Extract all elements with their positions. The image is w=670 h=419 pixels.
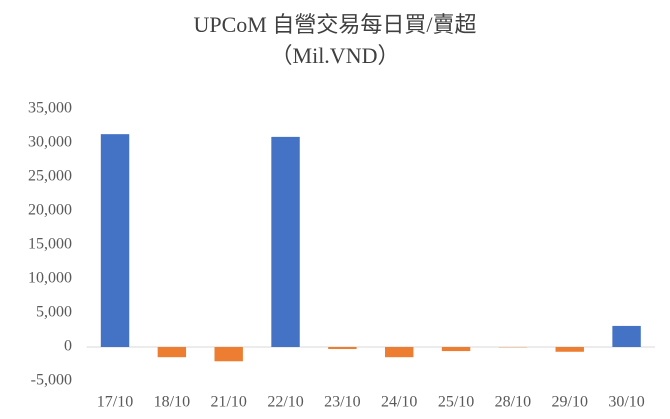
bar (158, 347, 186, 357)
x-tick-label: 30/10 (608, 394, 644, 411)
bar (328, 347, 356, 349)
y-tick-label: 5,000 (36, 304, 72, 321)
y-tick-label: 35,000 (28, 100, 72, 117)
y-tick-label: -5,000 (31, 372, 72, 389)
bar (214, 347, 242, 361)
x-tick-label: 18/10 (154, 394, 190, 411)
bar (101, 134, 129, 347)
x-tick-label: 25/10 (438, 394, 474, 411)
x-tick-label: 23/10 (324, 394, 360, 411)
bar (556, 347, 584, 352)
bar (612, 326, 640, 347)
x-tick-label: 22/10 (267, 394, 303, 411)
x-tick-label: 29/10 (552, 394, 588, 411)
x-tick-label: 21/10 (210, 394, 246, 411)
y-tick-label: 10,000 (28, 270, 72, 287)
y-tick-label: 0 (64, 338, 72, 355)
y-tick-label: 20,000 (28, 202, 72, 219)
chart-subtitle: （Mil.VND） (271, 43, 400, 68)
bar (442, 347, 470, 351)
chart-title: UPCoM 自營交易每日買/賣超 (194, 12, 477, 37)
bar (385, 347, 413, 357)
x-tick-label: 28/10 (495, 394, 531, 411)
bar (271, 137, 299, 347)
x-tick-label: 24/10 (381, 394, 417, 411)
y-tick-label: 30,000 (28, 134, 72, 151)
y-tick-label: 15,000 (28, 236, 72, 253)
x-tick-label: 17/10 (97, 394, 133, 411)
y-tick-label: 25,000 (28, 168, 72, 185)
